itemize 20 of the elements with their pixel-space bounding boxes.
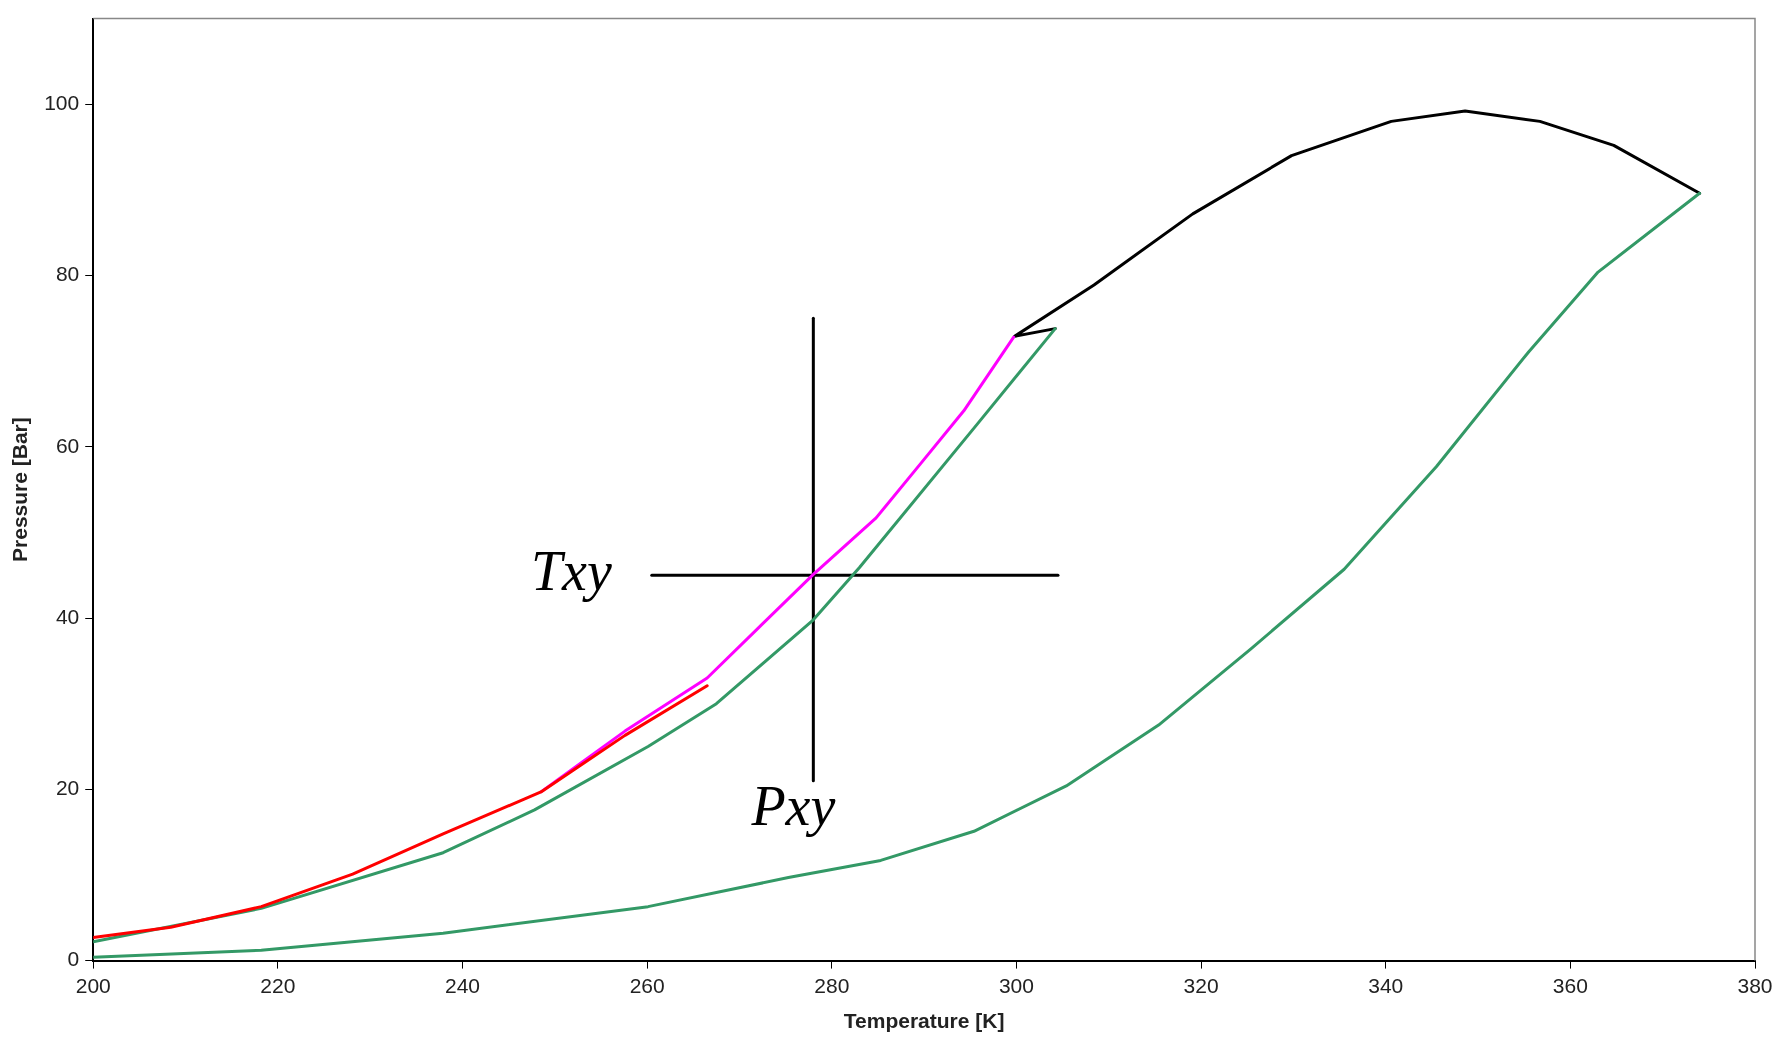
y-tick-label: 100	[44, 91, 80, 115]
x-tick-label: 280	[814, 974, 850, 997]
y-tick-label: 60	[55, 433, 80, 457]
y-tick-label: 0	[67, 947, 80, 971]
x-tick-label: 300	[998, 974, 1034, 997]
x-tick-label: 240	[444, 974, 481, 997]
x-tick-label: 360	[1552, 974, 1588, 997]
x-tick-label: 340	[1368, 974, 1404, 997]
y-axis-title: Pressure [Bar]	[8, 417, 32, 562]
y-tick-label: 20	[55, 776, 80, 800]
x-tick-label: 200	[75, 974, 111, 997]
annotation: Txy	[530, 539, 612, 602]
x-tick-label: 380	[1737, 974, 1773, 997]
annotation: Pxy	[750, 775, 836, 838]
x-tick-label: 320	[1183, 974, 1219, 997]
x-tick-label: 220	[260, 974, 296, 997]
x-tick-label: 260	[629, 974, 665, 997]
x-axis-title: Temperature [K]	[843, 1009, 1005, 1033]
y-tick-label: 40	[55, 604, 80, 628]
y-tick-label: 80	[55, 262, 80, 286]
